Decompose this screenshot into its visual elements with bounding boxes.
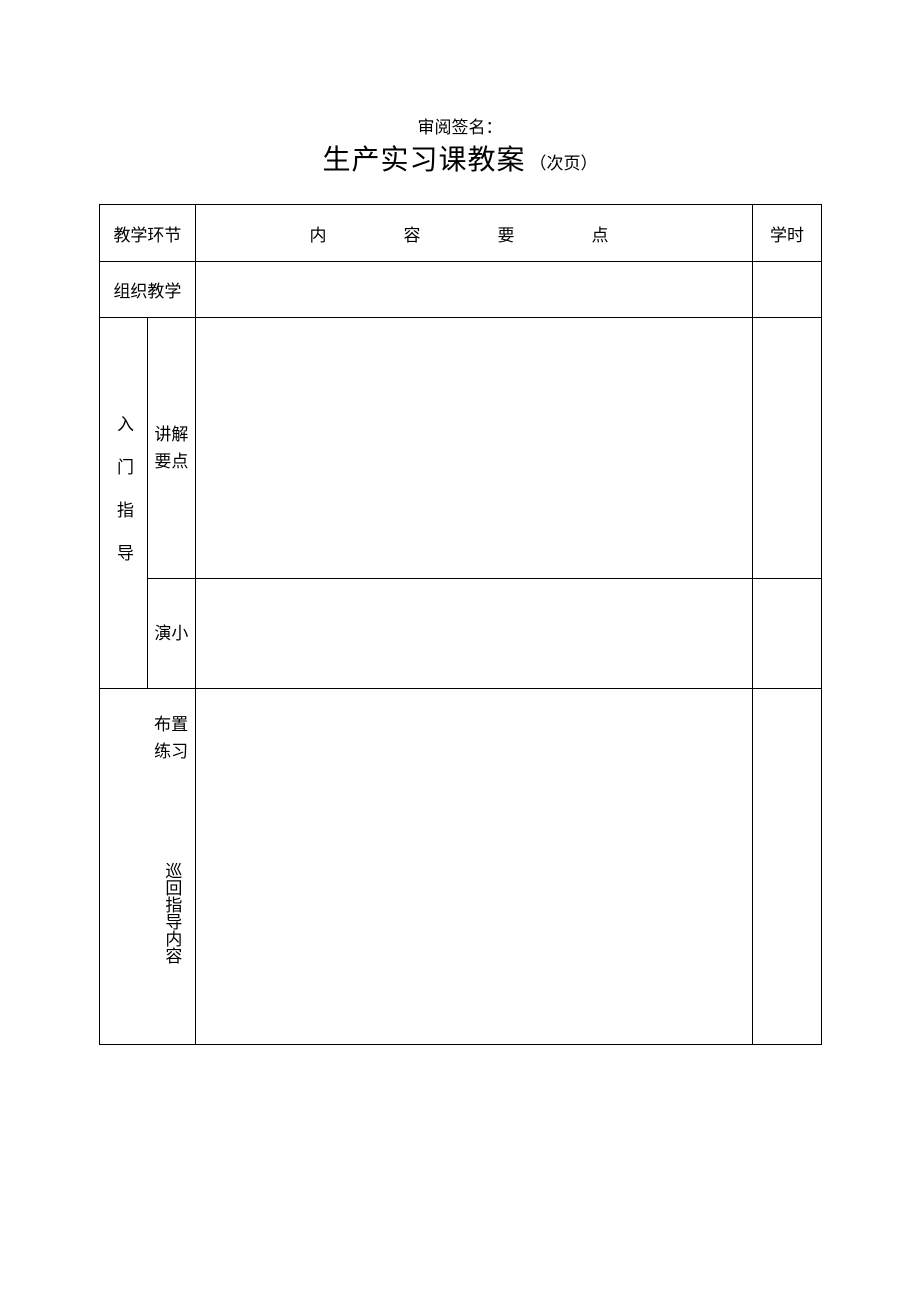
row-assign-patrol-hours (753, 689, 822, 1045)
page-title: 生产实习课教案 （次页） (0, 138, 920, 178)
row-assign-practice-label: 布置练习 (147, 689, 195, 787)
title-main: 生产实习课教案 (322, 145, 525, 176)
row-patrol-guidance-label: 巡回指导内容 (147, 787, 195, 1045)
header-teaching-segment: 教学环节 (100, 205, 196, 262)
row-demonstrate-content (195, 579, 752, 689)
row-explain-points-content (195, 318, 752, 579)
row-left-merged (100, 689, 148, 1045)
row-explain-points-hours (753, 318, 822, 579)
row-intro-guidance-label: 入门指导 (100, 318, 148, 689)
header-content-points: 内 容 要 点 (195, 205, 752, 262)
row-organize-teaching-label: 组织教学 (100, 262, 196, 318)
row-explain-points-label: 讲解要点 (147, 318, 195, 579)
row-organize-teaching-content (195, 262, 752, 318)
review-signature-label: 审阅签名： (0, 113, 920, 138)
row-assign-patrol-content (195, 689, 752, 1045)
row-organize-teaching-hours (753, 262, 822, 318)
header-class-hours: 学时 (753, 205, 822, 262)
row-demonstrate-label: 演小 (147, 579, 195, 689)
title-sub: （次页） (530, 154, 598, 173)
lesson-plan-table: 教学环节 内 容 要 点 学时 组织教学 入门指导 讲解要点 演小 (99, 204, 822, 1045)
row-demonstrate-hours (753, 579, 822, 689)
